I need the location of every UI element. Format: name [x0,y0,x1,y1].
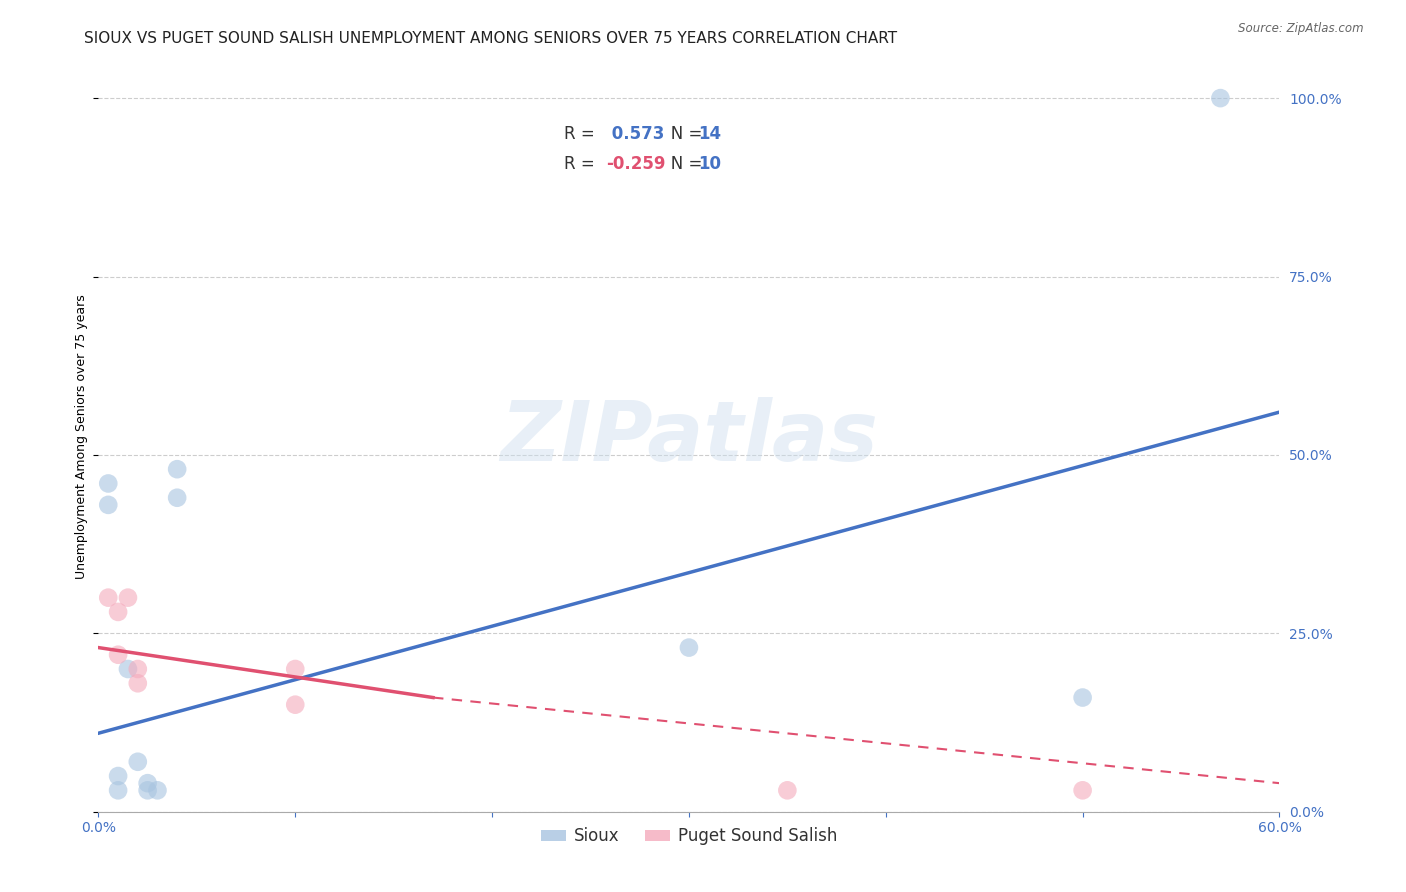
Text: R =: R = [564,125,599,143]
Point [107,769,129,783]
Point [107,605,129,619]
Point [776,783,799,797]
Point [284,698,307,712]
Text: SIOUX VS PUGET SOUND SALISH UNEMPLOYMENT AMONG SENIORS OVER 75 YEARS CORRELATION: SIOUX VS PUGET SOUND SALISH UNEMPLOYMENT… [84,31,897,46]
Point [117,662,139,676]
Point [678,640,700,655]
Point [136,776,159,790]
Point [97,498,120,512]
Point [1071,783,1094,797]
Point [97,476,120,491]
Point [166,462,188,476]
Text: N =: N = [655,155,707,173]
Text: ZIPatlas: ZIPatlas [501,397,877,477]
Text: 10: 10 [699,155,721,173]
Text: 14: 14 [699,125,721,143]
Y-axis label: Unemployment Among Seniors over 75 years: Unemployment Among Seniors over 75 years [75,294,89,580]
Point [107,783,129,797]
Text: Source: ZipAtlas.com: Source: ZipAtlas.com [1239,22,1364,36]
Point [127,755,149,769]
Text: 0.573: 0.573 [606,125,664,143]
Point [1209,91,1232,105]
Point [284,662,307,676]
Point [117,591,139,605]
Point [166,491,188,505]
Point [107,648,129,662]
Text: R =: R = [564,155,599,173]
Point [136,783,159,797]
Point [146,783,169,797]
Text: -0.259: -0.259 [606,155,665,173]
Legend: Sioux, Puget Sound Salish: Sioux, Puget Sound Salish [534,821,844,852]
Point [127,676,149,690]
Point [127,662,149,676]
Text: N =: N = [655,125,707,143]
Point [97,591,120,605]
Point [1071,690,1094,705]
